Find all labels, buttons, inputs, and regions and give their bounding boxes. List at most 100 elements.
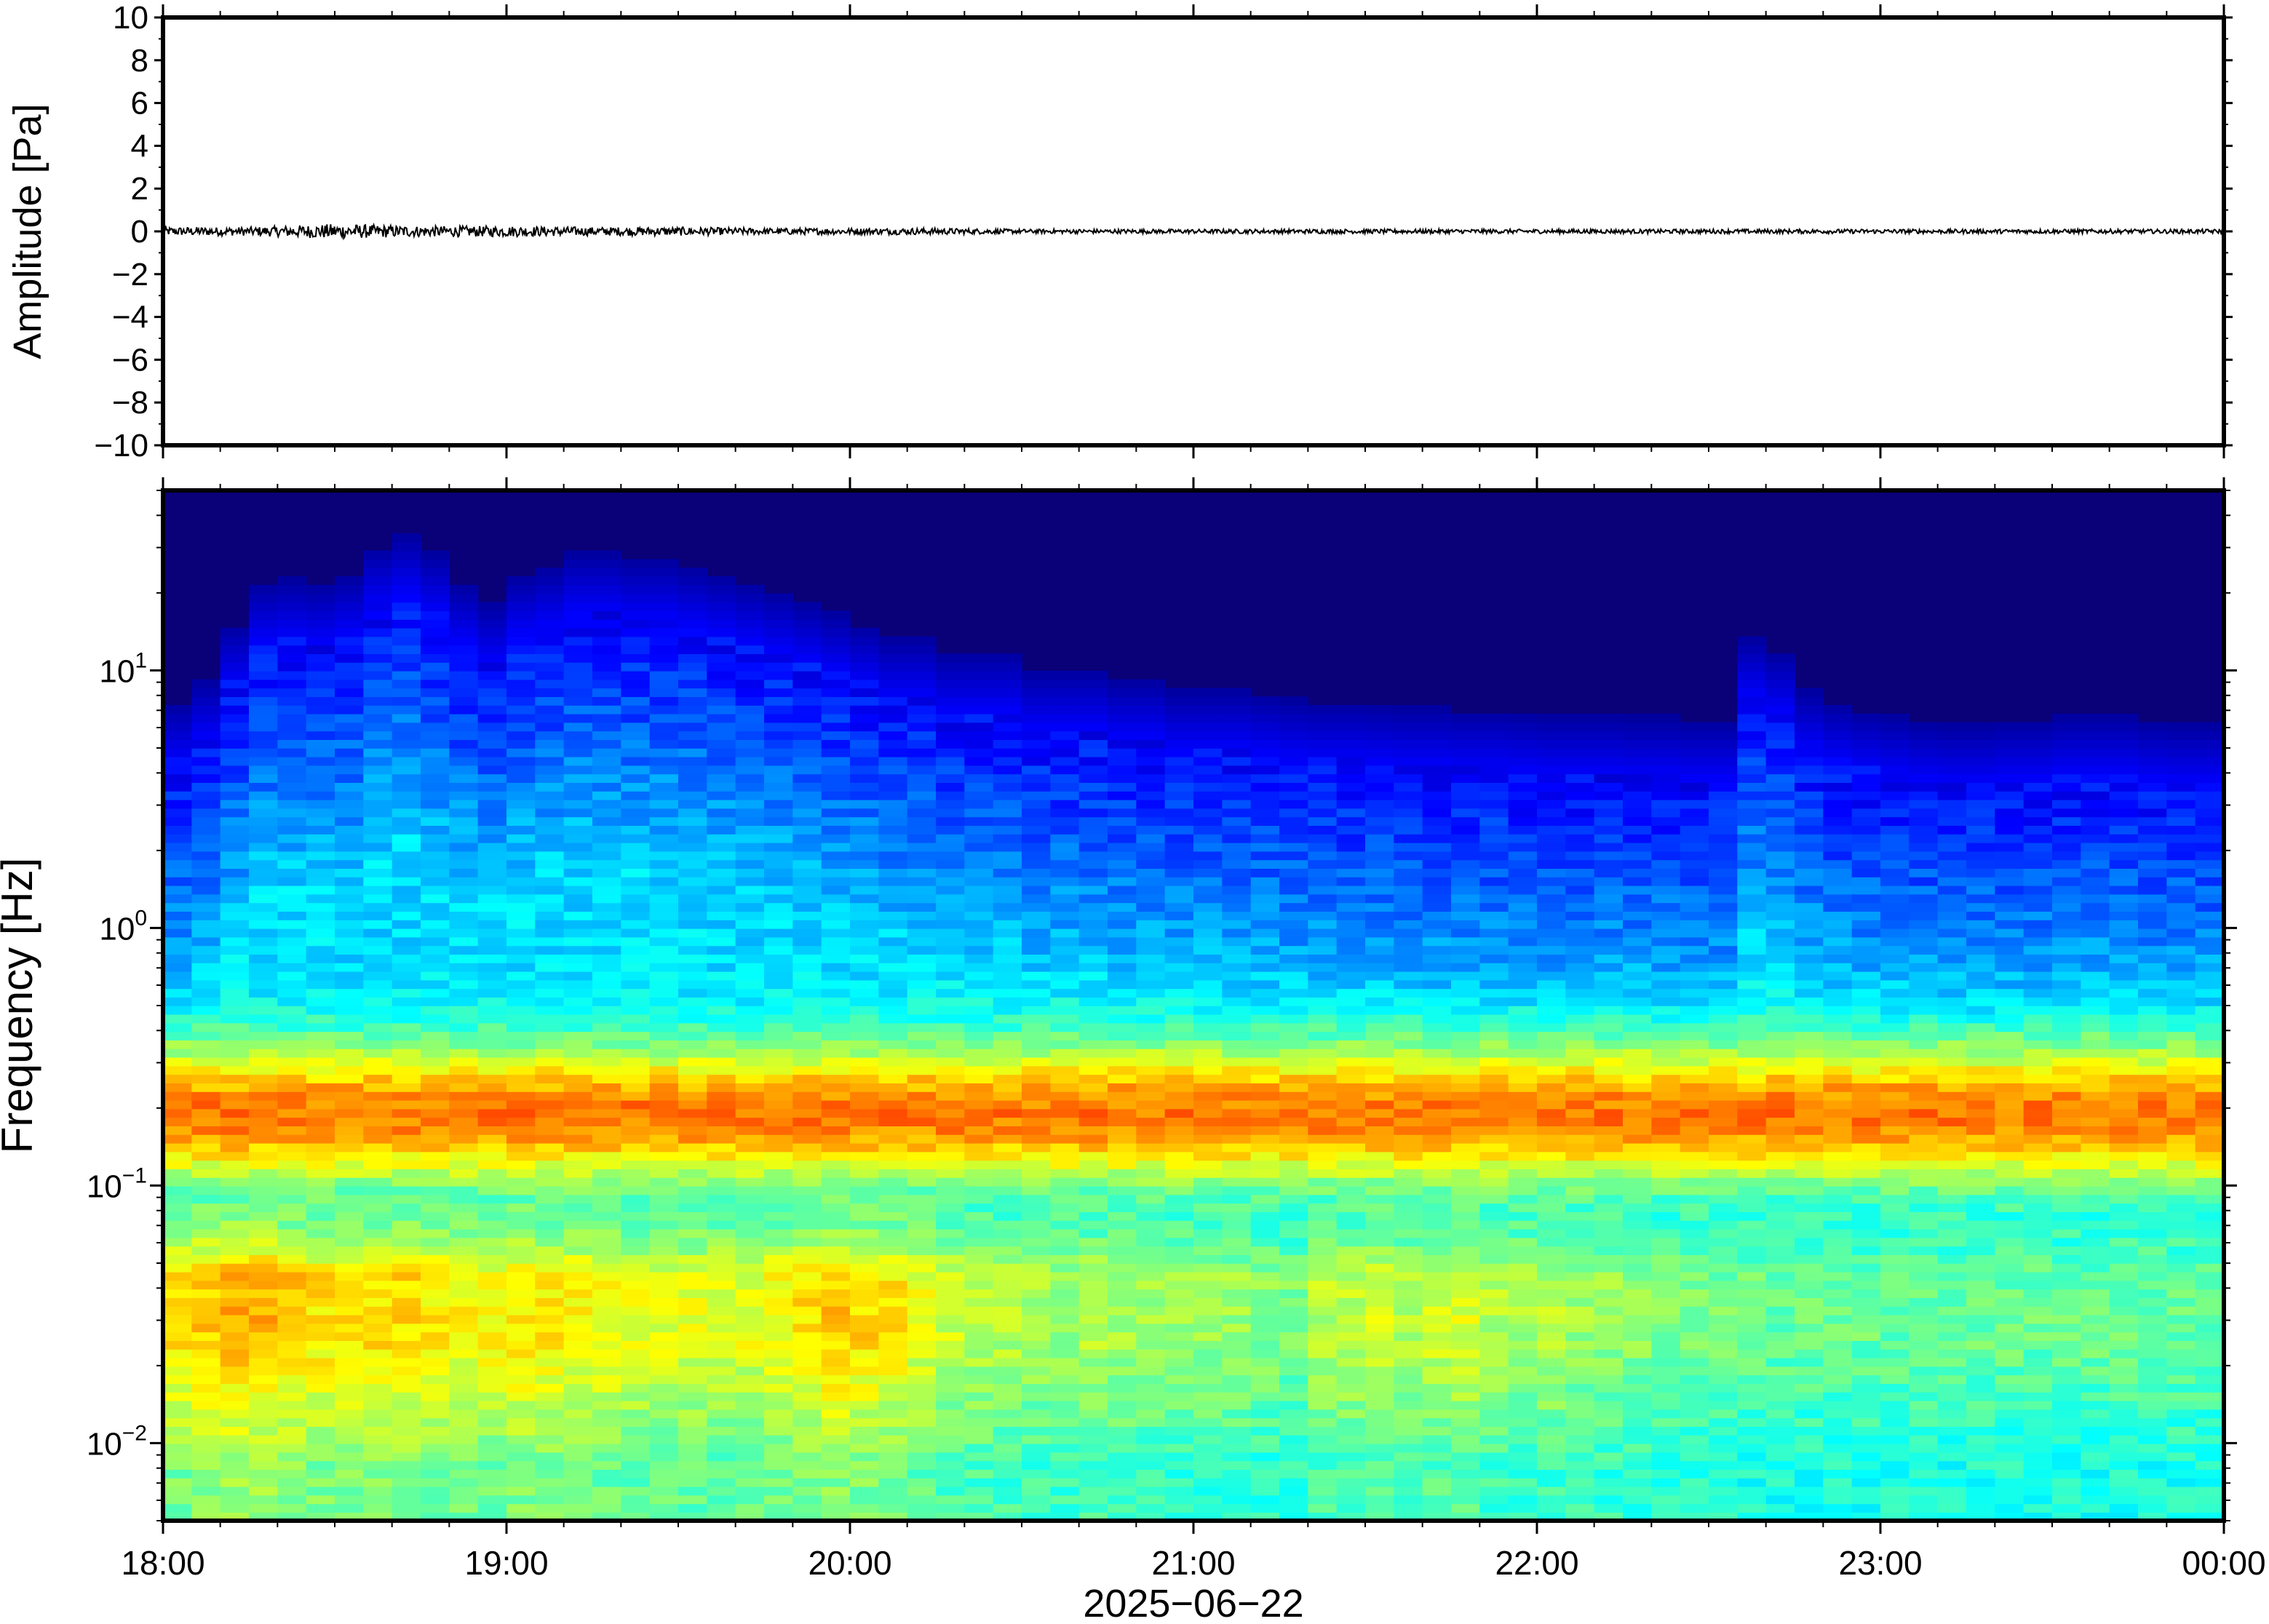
spectrogram-cell (421, 911, 450, 920)
spectrogram-cell (1479, 1323, 1509, 1333)
spectrogram-cell (1078, 928, 1108, 938)
spectrogram-cell (1394, 773, 1423, 783)
spectrogram-cell (1336, 1099, 1366, 1110)
spectrogram-cell (1422, 756, 1452, 766)
spectrogram-cell (792, 1246, 822, 1255)
spectrogram-cell (764, 1099, 794, 1110)
spectrogram-cell (477, 773, 507, 783)
spectrogram-cell (392, 971, 421, 981)
spectrogram-cell (1050, 1366, 1080, 1376)
spectrogram-cell (1136, 1151, 1166, 1161)
spectrogram-cell (707, 610, 736, 620)
spectrogram-cell (1422, 1108, 1452, 1118)
spectrogram-cell (621, 791, 651, 800)
spectrogram-cell (1222, 1297, 1252, 1307)
spectrogram-cell (1250, 997, 1280, 1006)
spectrogram-cell (878, 1400, 908, 1410)
spectrogram-cell (563, 765, 593, 775)
spectrogram-cell (936, 1014, 966, 1024)
spectrogram-cell (1308, 1512, 1338, 1521)
spectrogram-cell (1136, 816, 1166, 826)
spectrogram-cell (277, 1314, 307, 1324)
spectrogram-cell (1479, 765, 1509, 775)
spectrogram-cell (392, 1332, 421, 1341)
spectrogram-cell (477, 842, 507, 852)
spectrogram-cell (249, 1512, 279, 1521)
spectrogram-cell (1108, 997, 1137, 1006)
spectrogram-cell (1422, 731, 1452, 740)
spectrogram-cell (649, 602, 679, 611)
spectrogram-cell (1394, 945, 1423, 955)
spectrogram-cell (678, 979, 708, 990)
spectrogram-cell (621, 936, 651, 947)
spectrogram-cell (535, 936, 565, 947)
spectrogram-cell (1279, 1392, 1309, 1401)
spectrogram-cell (1422, 1194, 1452, 1204)
spectrogram-cell (1050, 808, 1080, 818)
spectrogram-cell (220, 1048, 250, 1058)
spectrogram-cell (1164, 1203, 1194, 1212)
spectrogram-cell (1108, 1289, 1137, 1298)
spectrogram-cell (1279, 1031, 1309, 1040)
spectrogram-cell (1336, 1177, 1366, 1187)
spectrogram-cell (277, 1512, 307, 1521)
spectrogram-cell (621, 765, 651, 775)
spectrogram-cell (535, 705, 565, 715)
spectrogram-cell (421, 928, 450, 938)
spectrogram-cell (1365, 825, 1395, 835)
spectrogram-cell (1222, 1056, 1252, 1067)
spectrogram-cell (392, 1306, 421, 1315)
spectrogram-cell (792, 1031, 822, 1040)
spectrogram-cell (850, 662, 880, 672)
spectrogram-cell (449, 696, 479, 706)
spectrogram-cell (878, 1297, 908, 1307)
spectrogram-cell (1365, 1022, 1395, 1032)
spectrogram-cell (649, 877, 679, 886)
spectrogram-cell (907, 911, 937, 920)
spectrogram-cell (821, 1151, 851, 1161)
spectrogram-cell (220, 722, 250, 732)
spectrogram-cell (220, 1323, 250, 1333)
spectrogram-cell (764, 963, 794, 972)
spectrogram-cell (1394, 1142, 1423, 1153)
spectrogram-cell (163, 1091, 193, 1101)
spectrogram-cell (792, 902, 822, 912)
spectrogram-cell (1250, 928, 1280, 938)
spectrogram-cell (621, 1099, 651, 1110)
spectrogram-cell (535, 1400, 565, 1410)
spectrogram-cell (306, 979, 335, 990)
spectrogram-cell (1422, 1400, 1452, 1410)
spectrogram-cell (1108, 722, 1137, 732)
spectrogram-cell (1078, 799, 1108, 809)
spectrogram-cell (1451, 1126, 1481, 1135)
spectrogram-cell (1451, 1340, 1481, 1350)
spectrogram-cell (1050, 868, 1080, 877)
spectrogram-cell (1336, 928, 1366, 938)
spectrogram-cell (1394, 1237, 1423, 1247)
spectrogram-cell (707, 627, 736, 637)
spectrogram-cell (563, 756, 593, 766)
spectrogram-cell (249, 1340, 279, 1350)
spectrogram-cell (1078, 1237, 1108, 1247)
spectrogram-cell (1279, 816, 1309, 826)
spectrogram-cell (220, 954, 250, 963)
spectrogram-cell (1108, 1074, 1137, 1083)
spectrogram-cell (792, 868, 822, 877)
spectrogram-cell (1394, 1271, 1423, 1281)
spectrogram-cell (678, 1056, 708, 1067)
spectrogram-cell (1394, 799, 1423, 809)
spectrogram-cell (878, 1177, 908, 1187)
spectrogram-cell (506, 936, 536, 947)
spectrogram-cell (306, 1220, 335, 1230)
spectrogram-cell (1193, 722, 1223, 732)
spectrogram-cell (477, 1142, 507, 1153)
spectrogram-cell (964, 1099, 994, 1110)
spectrogram-cell (649, 1040, 679, 1049)
spectrogram-cell (1279, 748, 1309, 757)
spectrogram-cell (506, 945, 536, 955)
spectrogram-cell (249, 1383, 279, 1393)
spectrogram-cell (191, 997, 221, 1006)
spectrogram-cell (964, 928, 994, 938)
spectrogram-cell (535, 1417, 565, 1427)
spectrogram-cell (1365, 1160, 1395, 1169)
